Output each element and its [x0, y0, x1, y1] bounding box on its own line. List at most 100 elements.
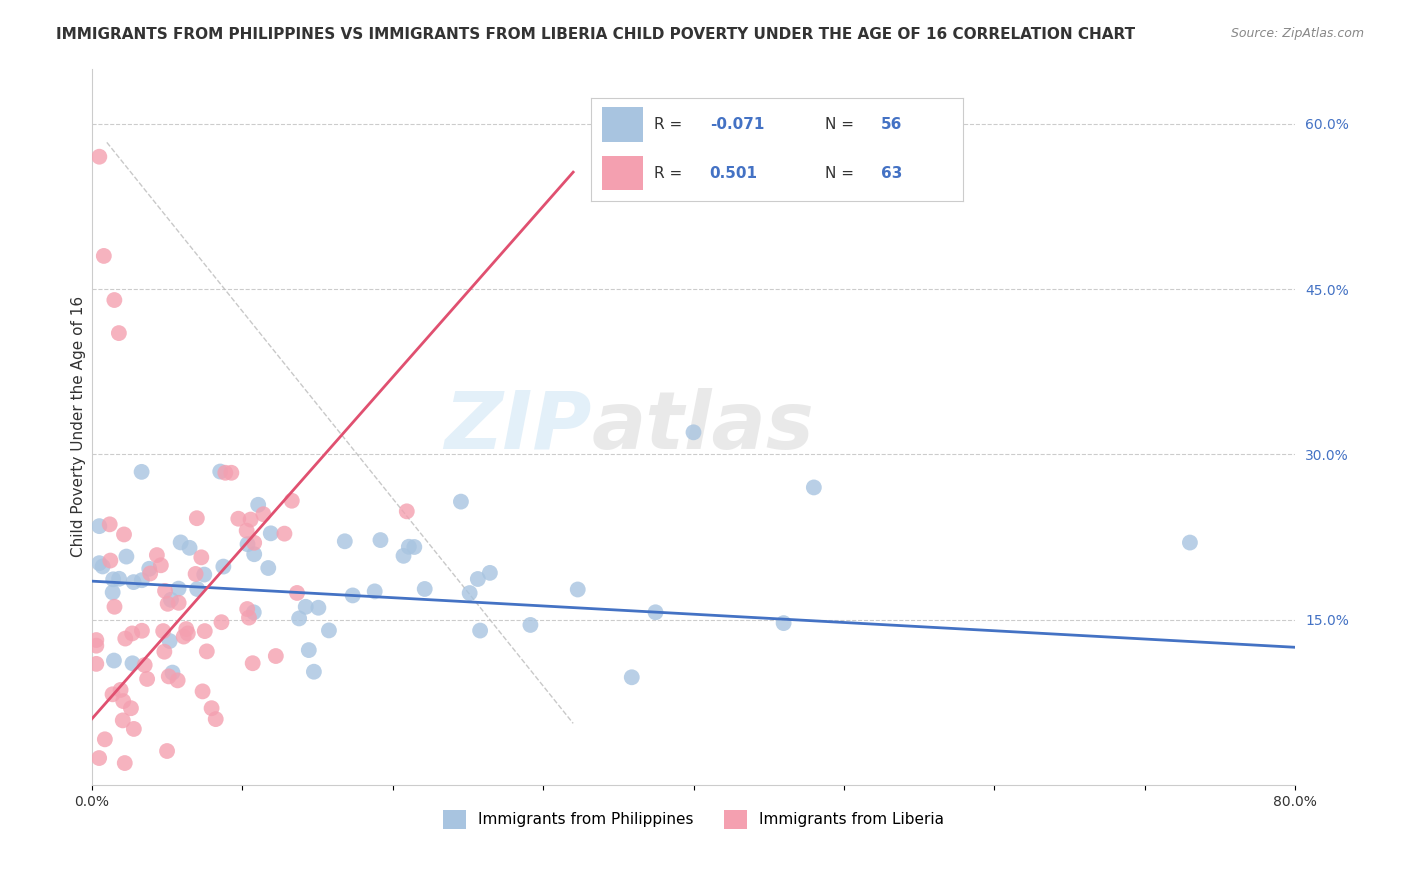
Point	[342, 589, 364, 603]
Point	[236, 602, 259, 616]
Point	[264, 648, 287, 663]
Point	[84, 657, 107, 671]
Point	[307, 600, 329, 615]
Point	[152, 624, 174, 639]
Point	[166, 673, 188, 688]
Point	[803, 480, 825, 494]
Point	[134, 658, 156, 673]
Point	[260, 526, 283, 541]
Text: 63: 63	[882, 166, 903, 180]
Point	[620, 670, 643, 684]
Point	[190, 550, 212, 565]
Point	[235, 524, 257, 538]
Point	[567, 582, 589, 597]
Point	[110, 682, 132, 697]
Point	[173, 630, 195, 644]
Point	[458, 586, 481, 600]
Text: 56: 56	[882, 117, 903, 132]
Point	[333, 534, 356, 549]
Point	[184, 566, 207, 581]
Point	[153, 645, 176, 659]
Point	[252, 507, 274, 521]
Point	[364, 584, 387, 599]
Point	[392, 549, 415, 563]
Point	[101, 585, 124, 599]
Point	[214, 466, 236, 480]
Point	[644, 605, 666, 619]
Point	[177, 626, 200, 640]
Point	[467, 572, 489, 586]
Point	[243, 547, 266, 561]
Point	[398, 540, 420, 554]
Point	[89, 519, 111, 533]
Legend: Immigrants from Philippines, Immigrants from Liberia: Immigrants from Philippines, Immigrants …	[437, 804, 950, 835]
Point	[294, 599, 316, 614]
Point	[98, 553, 121, 567]
Point	[281, 493, 304, 508]
Point	[302, 665, 325, 679]
Point	[209, 465, 232, 479]
Point	[204, 712, 226, 726]
Point	[101, 687, 124, 701]
Point	[1178, 535, 1201, 549]
Point	[191, 684, 214, 698]
Point	[121, 626, 143, 640]
Point	[114, 632, 136, 646]
Point	[169, 535, 191, 549]
Point	[370, 533, 392, 547]
Point	[468, 624, 491, 638]
Point	[404, 540, 426, 554]
Point	[84, 639, 107, 653]
FancyBboxPatch shape	[602, 155, 643, 190]
Text: Source: ZipAtlas.com: Source: ZipAtlas.com	[1230, 27, 1364, 40]
Point	[200, 701, 222, 715]
Point	[138, 562, 160, 576]
Point	[89, 751, 111, 765]
Point	[395, 504, 418, 518]
Point	[298, 643, 321, 657]
Point	[108, 326, 131, 340]
Point	[115, 549, 138, 564]
Point	[160, 592, 183, 607]
Point	[162, 665, 184, 680]
Text: -0.071: -0.071	[710, 117, 763, 132]
Point	[236, 537, 259, 551]
Point	[103, 599, 125, 614]
Text: ZIP: ZIP	[444, 388, 591, 466]
Point	[257, 561, 280, 575]
Point	[194, 624, 217, 639]
Point	[273, 526, 295, 541]
Point	[243, 535, 266, 549]
Point	[285, 586, 308, 600]
Point	[159, 634, 181, 648]
Point	[186, 511, 208, 525]
Point	[682, 425, 704, 440]
Point	[212, 559, 235, 574]
Point	[136, 672, 159, 686]
Point	[226, 512, 249, 526]
Point	[156, 597, 179, 611]
Text: R =: R =	[654, 166, 688, 180]
Text: N =: N =	[825, 117, 859, 132]
Point	[167, 582, 190, 596]
Point	[89, 150, 111, 164]
Point	[103, 293, 125, 307]
Point	[239, 512, 262, 526]
Text: R =: R =	[654, 117, 688, 132]
Point	[111, 714, 134, 728]
Text: N =: N =	[825, 166, 859, 180]
Y-axis label: Child Poverty Under the Age of 16: Child Poverty Under the Age of 16	[72, 296, 86, 558]
Point	[108, 572, 131, 586]
Point	[167, 596, 190, 610]
Point	[139, 566, 162, 581]
Text: 0.501: 0.501	[710, 166, 758, 180]
Point	[94, 732, 117, 747]
Point	[146, 548, 169, 562]
Point	[288, 611, 311, 625]
Text: IMMIGRANTS FROM PHILIPPINES VS IMMIGRANTS FROM LIBERIA CHILD POVERTY UNDER THE A: IMMIGRANTS FROM PHILIPPINES VS IMMIGRANT…	[56, 27, 1136, 42]
Point	[174, 622, 197, 636]
Point	[112, 527, 135, 541]
Point	[157, 669, 180, 683]
Point	[122, 722, 145, 736]
Point	[238, 610, 260, 624]
